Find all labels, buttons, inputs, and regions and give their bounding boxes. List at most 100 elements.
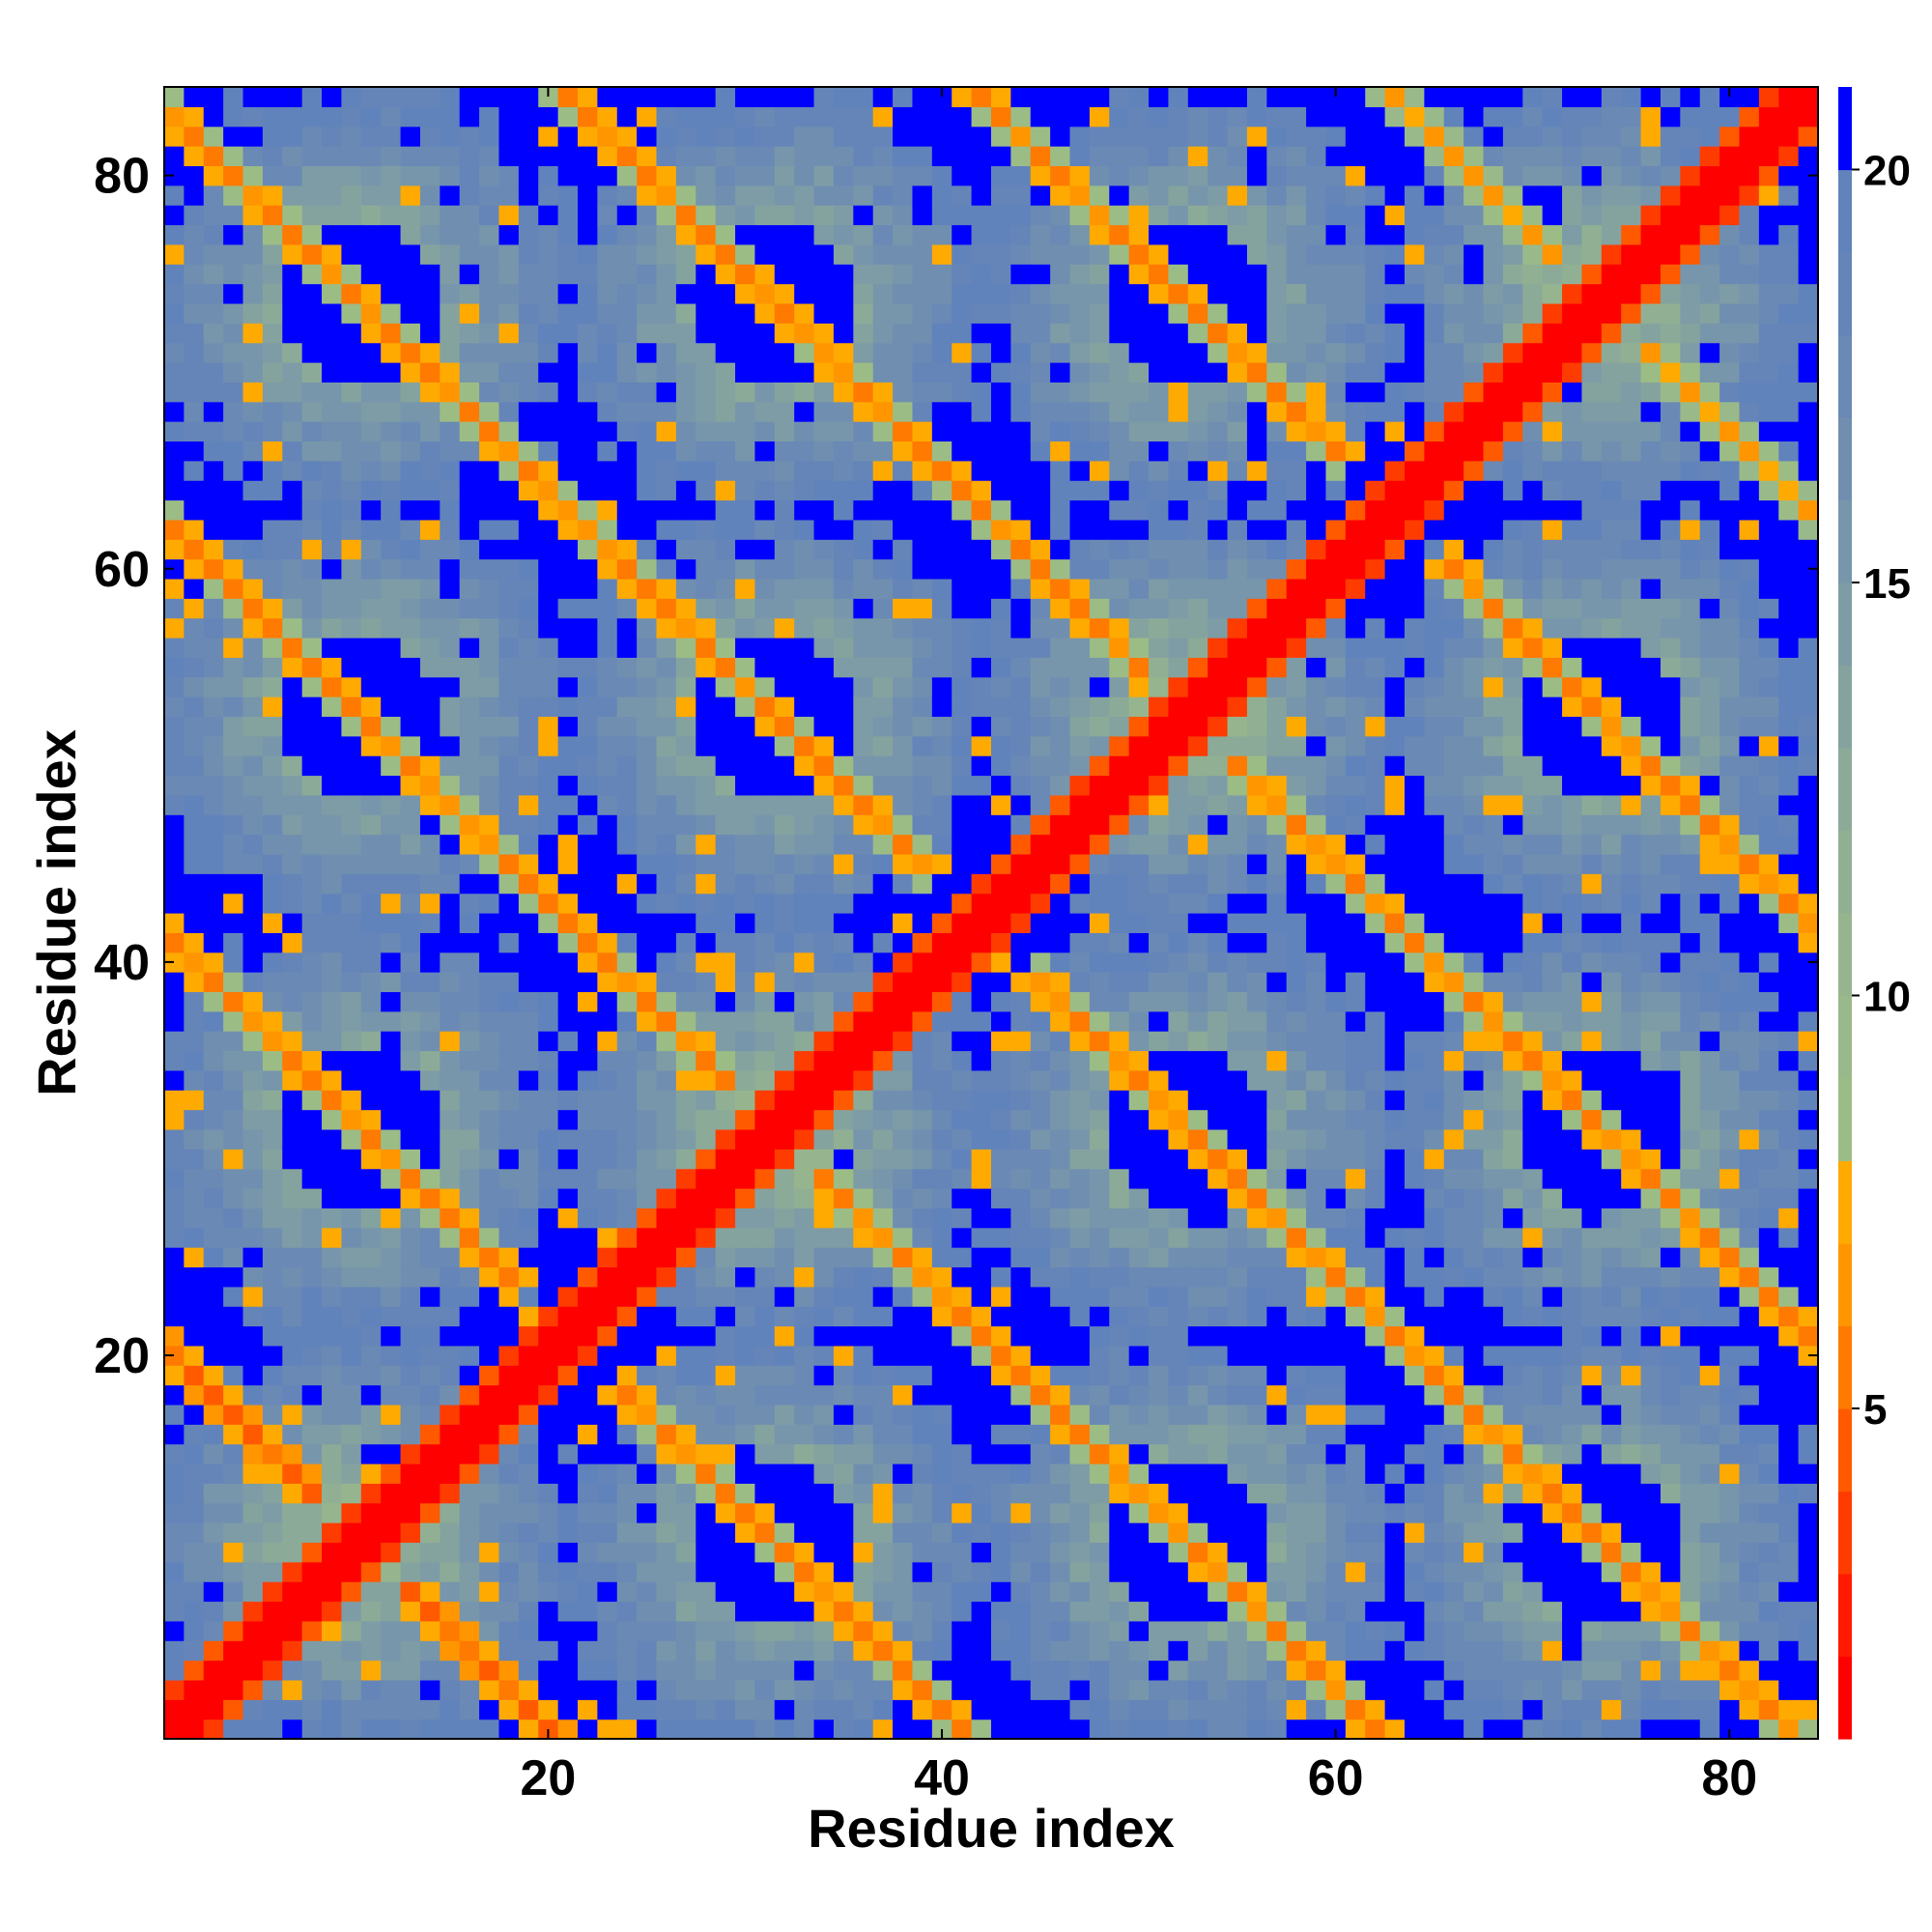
heatmap-cell	[971, 1149, 992, 1170]
heatmap-cell	[282, 362, 303, 383]
heatmap-cell	[1050, 578, 1071, 599]
heatmap-cell	[578, 460, 598, 481]
heatmap-cell	[1030, 1325, 1051, 1347]
heatmap-cell	[991, 1188, 1011, 1208]
heatmap-cell	[459, 519, 480, 540]
heatmap-cell	[1187, 1443, 1208, 1464]
heatmap-cell	[735, 1286, 756, 1307]
heatmap-cell	[735, 1463, 756, 1484]
heatmap-cell	[971, 1306, 992, 1327]
heatmap-cell	[696, 1050, 717, 1071]
heatmap-cell	[322, 224, 343, 245]
heatmap-cell	[1109, 1168, 1130, 1189]
heatmap-cell	[223, 1699, 244, 1720]
heatmap-cell	[518, 755, 539, 777]
heatmap-cell	[1109, 382, 1130, 403]
heatmap-cell	[479, 893, 500, 914]
heatmap-cell	[774, 362, 795, 383]
heatmap-cell	[322, 1286, 343, 1307]
heatmap-cell	[1149, 794, 1170, 815]
heatmap-cell	[1010, 264, 1032, 285]
heatmap-cell	[1286, 1168, 1307, 1189]
heatmap-cell	[1089, 382, 1110, 403]
heatmap-cell	[223, 716, 244, 737]
heatmap-cell	[381, 1168, 402, 1189]
heatmap-cell	[518, 1188, 539, 1208]
heatmap-cell	[696, 205, 717, 226]
heatmap-cell	[341, 1679, 362, 1700]
heatmap-cell	[1149, 323, 1170, 344]
heatmap-cell	[833, 1247, 854, 1268]
heatmap-cell	[991, 1031, 1011, 1052]
heatmap-cell	[597, 1660, 618, 1681]
heatmap-cell	[223, 735, 244, 756]
heatmap-cell	[1246, 1069, 1267, 1091]
heatmap-cell	[794, 952, 815, 973]
heatmap-cell	[616, 185, 638, 206]
heatmap-cell	[1187, 1286, 1208, 1307]
heatmap-cell	[400, 952, 421, 973]
heatmap-cell	[754, 991, 776, 1012]
heatmap-cell	[931, 1522, 952, 1544]
heatmap-cell	[637, 873, 658, 895]
heatmap-cell	[971, 1620, 992, 1641]
heatmap-cell	[184, 480, 205, 501]
heatmap-cell	[1306, 952, 1327, 973]
heatmap-cell	[301, 499, 323, 521]
heatmap-cell	[715, 972, 736, 993]
heatmap-cell	[754, 775, 776, 796]
heatmap-cell	[1266, 382, 1288, 403]
heatmap-cell	[1128, 1227, 1150, 1248]
heatmap-cell	[1227, 1109, 1248, 1130]
heatmap-cell	[459, 794, 480, 815]
heatmap-cell	[853, 224, 874, 245]
heatmap-cell	[833, 873, 854, 895]
heatmap-cell	[774, 1325, 795, 1347]
heatmap-cell	[1306, 1699, 1327, 1720]
heatmap-cell	[813, 1522, 835, 1544]
heatmap-cell	[1089, 1010, 1110, 1032]
heatmap-cell	[242, 1109, 264, 1130]
heatmap-cell	[656, 1384, 677, 1406]
heatmap-cell	[656, 165, 677, 186]
heatmap-cell	[952, 952, 973, 973]
heatmap-cell	[1266, 460, 1288, 481]
heatmap-cell	[538, 638, 559, 658]
heatmap-cell	[872, 932, 894, 953]
heatmap-cell	[301, 283, 323, 304]
heatmap-cell	[440, 598, 461, 619]
heatmap-cell	[853, 1365, 874, 1386]
heatmap-cell	[400, 558, 421, 580]
heatmap-cell	[1050, 1699, 1071, 1720]
heatmap-cell	[1128, 558, 1150, 580]
heatmap-cell	[518, 853, 539, 874]
heatmap-cell	[1325, 1208, 1347, 1229]
heatmap-cell	[459, 893, 480, 914]
heatmap-cell	[794, 283, 815, 304]
heatmap-cell	[912, 1620, 933, 1641]
heatmap-cell	[794, 1010, 815, 1032]
heatmap-cell	[1089, 1345, 1110, 1366]
heatmap-cell	[578, 1325, 598, 1347]
heatmap-cell	[952, 1719, 973, 1740]
heatmap-cell	[419, 893, 440, 914]
heatmap-cell	[518, 1424, 539, 1445]
heatmap-cell	[696, 421, 717, 442]
heatmap-cell	[872, 1542, 894, 1563]
heatmap-cell	[971, 87, 992, 107]
heatmap-cell	[931, 185, 952, 206]
heatmap-cell	[1246, 1699, 1267, 1720]
heatmap-cell	[184, 1561, 205, 1582]
heatmap-cell	[479, 302, 500, 324]
heatmap-cell	[853, 1031, 874, 1052]
heatmap-cell	[735, 1640, 756, 1662]
heatmap-cell	[184, 873, 205, 895]
heatmap-cell	[1010, 401, 1032, 422]
heatmap-cell	[282, 243, 303, 265]
heatmap-cell	[538, 205, 559, 226]
heatmap-cell	[1149, 853, 1170, 874]
heatmap-cell	[1208, 834, 1229, 855]
heatmap-cell	[242, 716, 264, 737]
heatmap-cell	[754, 558, 776, 580]
heatmap-cell	[242, 382, 264, 403]
